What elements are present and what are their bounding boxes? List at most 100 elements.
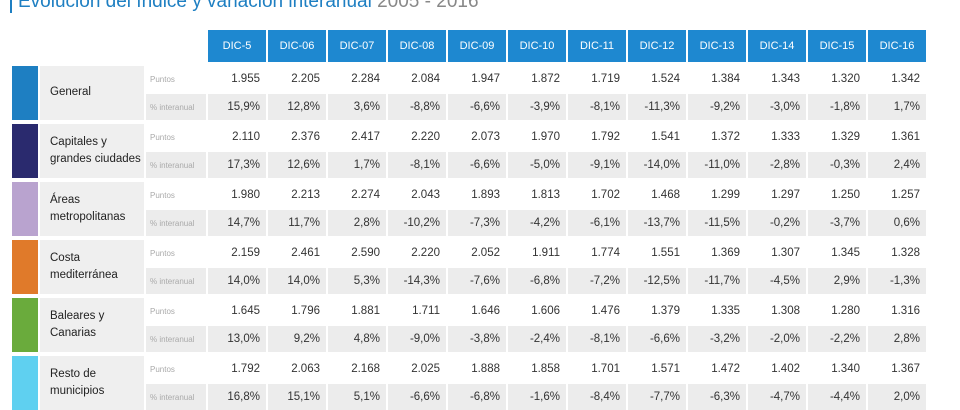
cell: 15,1% bbox=[268, 384, 326, 410]
cell: 2.461 bbox=[268, 240, 326, 266]
cell: 2.052 bbox=[448, 240, 506, 266]
cell: 2.284 bbox=[328, 66, 386, 92]
cell: 1.541 bbox=[628, 124, 686, 150]
column-header: DIC-16 bbox=[868, 30, 926, 62]
cell: 1.379 bbox=[628, 298, 686, 324]
cell: 1.774 bbox=[568, 240, 626, 266]
row-label: % interanual bbox=[146, 384, 206, 410]
cell: 2.168 bbox=[328, 356, 386, 382]
group-color bbox=[12, 182, 38, 236]
cell: -6,8% bbox=[508, 268, 566, 294]
cell: -14,0% bbox=[628, 152, 686, 178]
cell: 14,0% bbox=[268, 268, 326, 294]
cell: 1.250 bbox=[808, 182, 866, 208]
cell: 2.205 bbox=[268, 66, 326, 92]
cell: 13,0% bbox=[208, 326, 266, 352]
column-header: DIC-5 bbox=[208, 30, 266, 62]
cell: 1.328 bbox=[868, 240, 926, 266]
cell: -6,6% bbox=[448, 152, 506, 178]
cell: -6,3% bbox=[688, 384, 746, 410]
cell: 1.340 bbox=[808, 356, 866, 382]
cell: 2.043 bbox=[388, 182, 446, 208]
cell: 3,6% bbox=[328, 94, 386, 120]
group-name: Resto de municipios bbox=[40, 356, 144, 410]
cell: 1.320 bbox=[808, 66, 866, 92]
row-label: % interanual bbox=[146, 268, 206, 294]
row-label: Puntos bbox=[146, 356, 206, 382]
cell: 2.376 bbox=[268, 124, 326, 150]
title-text: Evolución del índice y variación interan… bbox=[18, 0, 372, 12]
row-label: Puntos bbox=[146, 66, 206, 92]
cell: 1.297 bbox=[748, 182, 806, 208]
cell: 16,8% bbox=[208, 384, 266, 410]
cell: -8,1% bbox=[568, 94, 626, 120]
cell: 1.372 bbox=[688, 124, 746, 150]
cell: 2.213 bbox=[268, 182, 326, 208]
cell: 1.308 bbox=[748, 298, 806, 324]
cell: -1,3% bbox=[868, 268, 926, 294]
cell: 2,0% bbox=[868, 384, 926, 410]
cell: -13,7% bbox=[628, 210, 686, 236]
cell: -3,8% bbox=[448, 326, 506, 352]
cell: 1.813 bbox=[508, 182, 566, 208]
cell: 1.329 bbox=[808, 124, 866, 150]
cell: 14,0% bbox=[208, 268, 266, 294]
cell: 1.702 bbox=[568, 182, 626, 208]
cell: -11,3% bbox=[628, 94, 686, 120]
cell: 1.468 bbox=[628, 182, 686, 208]
cell: 2.220 bbox=[388, 124, 446, 150]
cell: 1.345 bbox=[808, 240, 866, 266]
cell: -1,6% bbox=[508, 384, 566, 410]
cell: 1.280 bbox=[808, 298, 866, 324]
cell: 5,1% bbox=[328, 384, 386, 410]
cell: 1.606 bbox=[508, 298, 566, 324]
cell: 9,2% bbox=[268, 326, 326, 352]
group-color bbox=[12, 298, 38, 352]
cell: 1.472 bbox=[688, 356, 746, 382]
cell: -6,6% bbox=[628, 326, 686, 352]
cell: -7,7% bbox=[628, 384, 686, 410]
group-color bbox=[12, 124, 38, 178]
cell: 1.335 bbox=[688, 298, 746, 324]
cell: -9,2% bbox=[688, 94, 746, 120]
cell: 1.299 bbox=[688, 182, 746, 208]
cell: 1.342 bbox=[868, 66, 926, 92]
cell: 2.025 bbox=[388, 356, 446, 382]
cell: 12,8% bbox=[268, 94, 326, 120]
cell: 2.417 bbox=[328, 124, 386, 150]
cell: -2,2% bbox=[808, 326, 866, 352]
group-color bbox=[12, 66, 38, 120]
cell: 2.274 bbox=[328, 182, 386, 208]
cell: 17,3% bbox=[208, 152, 266, 178]
row-label: Puntos bbox=[146, 124, 206, 150]
cell: 1.792 bbox=[568, 124, 626, 150]
group-name: Áreas metropolitanas bbox=[40, 182, 144, 236]
cell: -3,7% bbox=[808, 210, 866, 236]
group-name: Costa mediterránea bbox=[40, 240, 144, 294]
cell: 1.316 bbox=[868, 298, 926, 324]
cell: 1.367 bbox=[868, 356, 926, 382]
cell: 2.084 bbox=[388, 66, 446, 92]
cell: -7,6% bbox=[448, 268, 506, 294]
title: Evolución del índice y variación interan… bbox=[10, 0, 479, 13]
group-name: Baleares y Canarias bbox=[40, 298, 144, 352]
cell: 1.257 bbox=[868, 182, 926, 208]
cell: -8,1% bbox=[388, 152, 446, 178]
column-header: DIC-08 bbox=[388, 30, 446, 62]
cell: -9,1% bbox=[568, 152, 626, 178]
cell: -2,8% bbox=[748, 152, 806, 178]
column-header: DIC-10 bbox=[508, 30, 566, 62]
cell: 1.645 bbox=[208, 298, 266, 324]
row-label: % interanual bbox=[146, 210, 206, 236]
group-name: Capitales y grandes ciudades bbox=[40, 124, 144, 178]
cell: 1.796 bbox=[268, 298, 326, 324]
cell: 1.571 bbox=[628, 356, 686, 382]
column-header: DIC-06 bbox=[268, 30, 326, 62]
cell: -4,5% bbox=[748, 268, 806, 294]
cell: -8,1% bbox=[568, 326, 626, 352]
cell: -3,9% bbox=[508, 94, 566, 120]
cell: 4,8% bbox=[328, 326, 386, 352]
cell: 1.361 bbox=[868, 124, 926, 150]
cell: -4,4% bbox=[808, 384, 866, 410]
cell: 2.590 bbox=[328, 240, 386, 266]
